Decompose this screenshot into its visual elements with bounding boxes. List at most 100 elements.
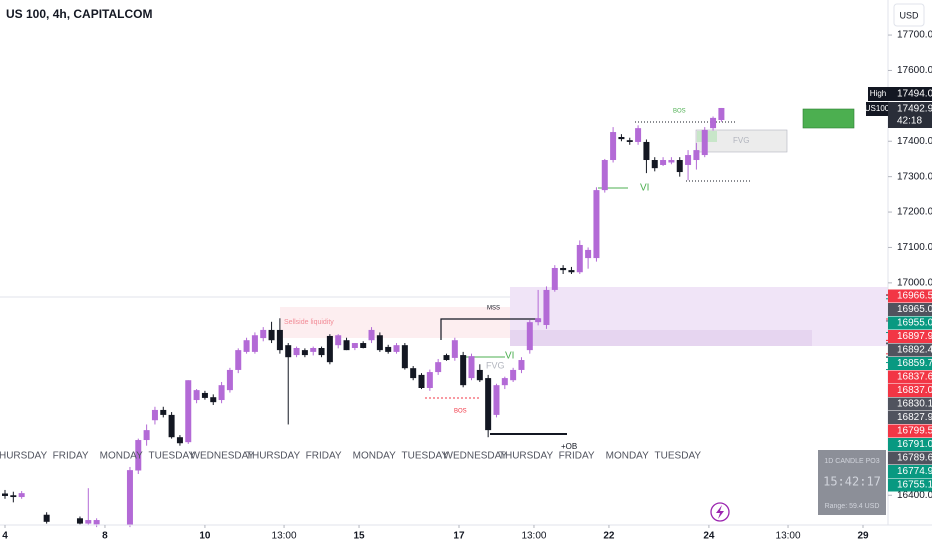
weekday-label: FRIDAY xyxy=(559,451,595,462)
price-label-box xyxy=(888,343,932,357)
price-label-box xyxy=(888,316,932,330)
countdown-range: Range: 59.4 USD xyxy=(825,503,880,510)
weekday-label: THURSDAY xyxy=(246,451,301,462)
price-label: 16755.1 xyxy=(897,480,932,491)
price-label: 16897.9 xyxy=(897,331,932,342)
candle-body xyxy=(493,385,500,415)
candle-body xyxy=(151,409,158,421)
x-tick-label: 4 xyxy=(2,531,8,542)
price-label-box xyxy=(888,370,932,384)
candle-body xyxy=(393,345,400,352)
liquidity-zone xyxy=(280,307,510,338)
price-label: 16827.9 xyxy=(897,412,932,423)
candle-body xyxy=(618,137,625,140)
candle-body xyxy=(676,160,683,173)
x-tick-label: 13:00 xyxy=(521,531,546,542)
candle-body xyxy=(18,493,25,498)
candle-body xyxy=(543,289,550,325)
price-label: 16799.5 xyxy=(897,426,932,437)
candle-body xyxy=(201,392,208,398)
y-tick-label: 17400.0 xyxy=(897,136,932,147)
countdown: 42:18 xyxy=(897,116,922,127)
chart-title: US 100, 4h, CAPITALCOM xyxy=(6,7,152,21)
weekday-label: FRIDAY xyxy=(53,451,89,462)
countdown-title: 1D CANDLE PO3 xyxy=(824,458,879,465)
x-tick-label: 13:00 xyxy=(776,531,801,542)
annotation: BOS xyxy=(454,409,467,415)
candle-body xyxy=(243,340,250,352)
candle-body xyxy=(160,409,167,415)
candle-body xyxy=(10,495,17,498)
high-value: 17494.0 xyxy=(897,89,932,100)
price-label: 16859.7 xyxy=(897,358,932,369)
annotation: +OB xyxy=(561,442,577,451)
label-box xyxy=(888,102,932,128)
price-label-box xyxy=(888,465,932,478)
weekday-label: TUESDAY xyxy=(655,451,702,462)
candle-body xyxy=(551,267,558,290)
price-label-box xyxy=(888,357,932,370)
candle-body xyxy=(526,322,533,351)
candle-body xyxy=(93,520,100,525)
time-axis: 4 8 10 13:00 15 17 13:00 22 24 13:00 29 THURSDAY FRI… xyxy=(0,451,869,542)
price-label: 16966.5 xyxy=(897,291,932,302)
price-label-box xyxy=(888,478,932,492)
y-tick-label: 17600.0 xyxy=(897,65,932,76)
y-tick-label: 17100.0 xyxy=(897,242,932,253)
candle-body xyxy=(218,385,225,401)
x-tick-label: 8 xyxy=(102,531,108,542)
x-tick-label: 10 xyxy=(199,531,211,542)
price-label-box xyxy=(888,289,932,303)
candle-body xyxy=(401,345,408,369)
candle-body xyxy=(343,340,350,351)
price-label-box xyxy=(888,451,932,465)
candle-body xyxy=(293,347,300,356)
candle-body xyxy=(576,244,583,273)
candle-body xyxy=(643,141,650,161)
price-label: 16955.0 xyxy=(897,318,932,329)
price-label-box xyxy=(888,384,932,397)
x-tick-label: 13:00 xyxy=(272,531,297,542)
candle-body xyxy=(460,355,467,386)
candle-body xyxy=(510,369,517,381)
x-tick-label: 17 xyxy=(453,531,465,542)
candle-body xyxy=(660,160,667,165)
candle-body xyxy=(376,335,383,351)
candle-body xyxy=(126,470,133,525)
y-tick-label: 17000.0 xyxy=(897,277,932,288)
candle-body xyxy=(43,514,50,522)
annotation: BOS xyxy=(673,109,686,115)
weekday-label: THURSDAY xyxy=(499,451,554,462)
annotation: VI xyxy=(640,183,649,194)
currency-label[interactable]: USD xyxy=(899,10,919,20)
countdown-box xyxy=(818,450,886,515)
candle-body xyxy=(651,160,658,169)
price-label-box xyxy=(888,411,932,424)
candle-body xyxy=(535,318,542,323)
candle-body xyxy=(168,414,175,438)
price-label: 16789.6 xyxy=(897,453,932,464)
candle-body xyxy=(351,343,358,348)
weekday-label: WEDNESDAY xyxy=(444,451,508,462)
price-label: 16837.6 xyxy=(897,372,932,383)
candle-body xyxy=(668,160,675,163)
weekday-label: TUESDAY xyxy=(402,451,449,462)
axis-labels: 17700.0 17600.0 17400.0 17300.0 17200.0 17100… xyxy=(886,30,932,501)
price-label-box xyxy=(888,424,932,438)
symbol-label: US100 xyxy=(865,104,890,113)
weekday-label: WEDNESDAY xyxy=(191,451,255,462)
candle-body xyxy=(368,329,375,341)
x-tick-label: 15 xyxy=(353,531,365,542)
candle-body xyxy=(285,345,292,358)
fvg-box xyxy=(695,129,788,153)
candle-body xyxy=(310,347,317,352)
price-label: 16892.4 xyxy=(897,345,932,356)
currency-button[interactable] xyxy=(893,3,925,27)
candle-body xyxy=(185,380,192,443)
candle-body xyxy=(135,440,142,471)
candle-body xyxy=(685,155,692,165)
candle-body xyxy=(718,107,725,121)
candle-body xyxy=(143,430,150,441)
mss-line xyxy=(440,318,540,340)
candle-body xyxy=(276,329,283,351)
